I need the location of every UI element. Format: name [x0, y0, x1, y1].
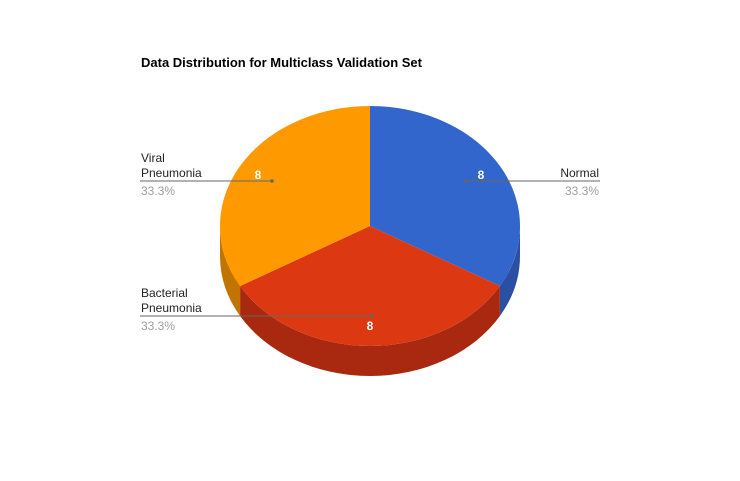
- category-label-bacterial-pneumonia: Pneumonia: [141, 301, 202, 315]
- leader-dot-normal: [464, 179, 468, 183]
- value-label-normal: 8: [478, 168, 485, 182]
- value-label-viral-pneumonia: 8: [255, 168, 262, 182]
- pie-slice-viral-pneumonia[interactable]: [220, 106, 370, 286]
- value-label-bacterial-pneumonia: 8: [367, 319, 374, 333]
- leader-dot-viral-pneumonia: [270, 179, 274, 183]
- chart-title: Data Distribution for Multiclass Validat…: [141, 55, 422, 70]
- category-label-viral-pneumonia: Pneumonia: [141, 166, 202, 180]
- pie-side-viral-pneumonia: [220, 226, 241, 316]
- percent-label-normal: 33.3%: [565, 184, 599, 198]
- pie-labels: 888 Normal33.3%BacterialPneumonia33.3%Vir…: [140, 151, 600, 333]
- percent-label-bacterial-pneumonia: 33.3%: [141, 319, 175, 333]
- pie-top: [220, 106, 520, 346]
- category-label-normal: Normal: [560, 166, 599, 180]
- pie-side-normal: [499, 226, 520, 316]
- pie-slice-normal[interactable]: [370, 106, 520, 286]
- leader-dot-bacterial-pneumonia: [370, 314, 374, 318]
- category-label-viral-pneumonia: Viral: [141, 151, 165, 165]
- category-label-bacterial-pneumonia: Bacterial: [141, 286, 188, 300]
- percent-label-viral-pneumonia: 33.3%: [141, 184, 175, 198]
- pie-side-bacterial-pneumonia: [240, 286, 500, 376]
- pie-sides: [220, 226, 520, 376]
